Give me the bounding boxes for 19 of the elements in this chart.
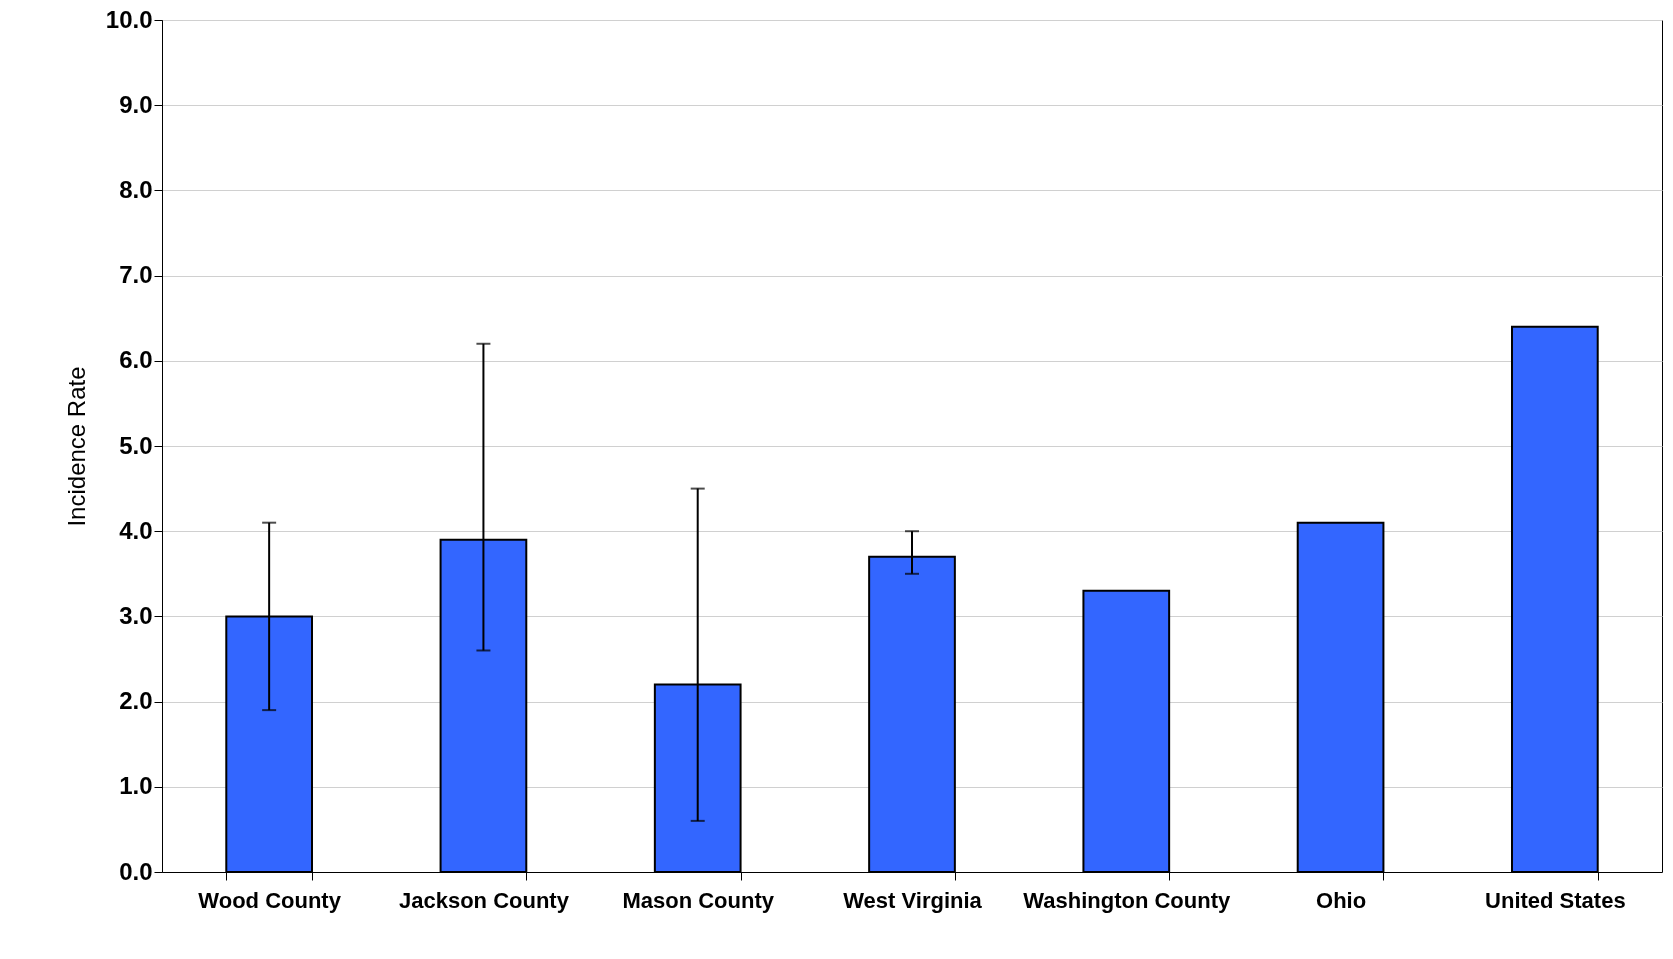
y-tick-label: 7.0 [119,261,153,289]
y-tick-label: 10.0 [105,5,153,33]
y-tick-label: 4.0 [119,516,153,544]
y-tick-label: 2.0 [119,687,153,715]
x-tick-label: Jackson County [398,887,570,913]
x-tick-label: Ohio [1316,887,1367,913]
y-tick-label: 8.0 [119,175,153,203]
x-tick-label: United States [1485,887,1626,913]
y-tick-label: 0.0 [119,857,153,885]
x-tick-label: Washington County [1023,887,1232,913]
y-tick-label: 9.0 [119,90,153,118]
x-tick-label: Mason County [622,887,775,913]
y-tick-label: 6.0 [119,346,153,374]
y-tick-label: 5.0 [119,431,153,459]
x-tick-label: West Virginia [843,887,983,913]
y-tick-label: 1.0 [119,772,153,800]
x-tick-label: Wood County [198,887,342,913]
y-axis-title: Incidence Rate [62,366,90,527]
y-tick-label: 3.0 [119,601,153,629]
